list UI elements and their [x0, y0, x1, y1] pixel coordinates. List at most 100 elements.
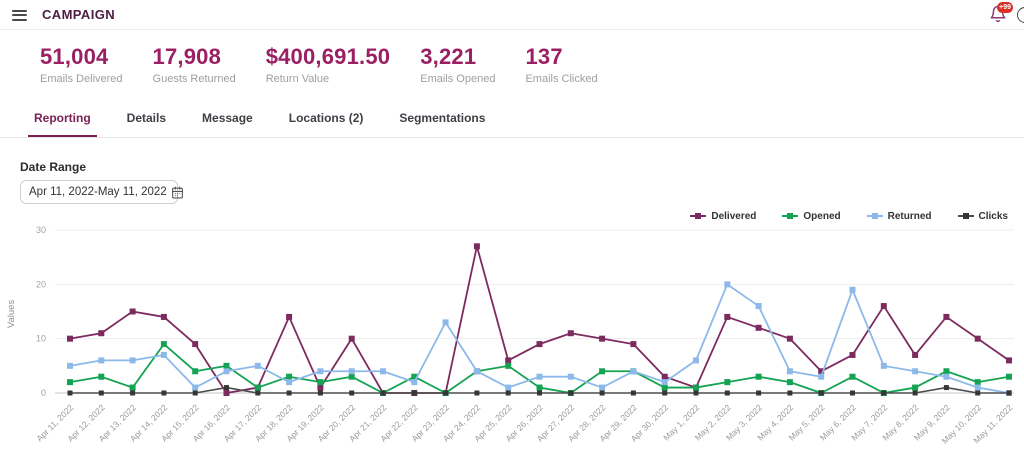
data-point-returned[interactable] [380, 368, 386, 375]
data-point-delivered[interactable] [630, 341, 637, 348]
data-point-opened[interactable] [192, 368, 199, 375]
data-point-returned[interactable] [880, 362, 887, 369]
data-point-returned[interactable] [943, 373, 950, 380]
data-point-delivered[interactable] [348, 335, 355, 342]
data-point-delivered[interactable] [473, 243, 480, 250]
data-point-clicks[interactable] [255, 390, 261, 396]
data-point-opened[interactable] [849, 373, 856, 380]
data-point-delivered[interactable] [599, 335, 606, 342]
data-point-opened[interactable] [536, 384, 543, 391]
data-point-opened[interactable] [755, 373, 762, 380]
data-point-clicks[interactable] [349, 390, 355, 396]
data-point-returned[interactable] [442, 319, 449, 326]
data-point-returned[interactable] [160, 351, 167, 358]
data-point-clicks[interactable] [787, 390, 793, 396]
data-point-delivered[interactable] [67, 335, 73, 342]
data-point-delivered[interactable] [974, 335, 981, 342]
data-point-clicks[interactable] [1006, 390, 1012, 396]
data-point-delivered[interactable] [724, 313, 731, 320]
data-point-delivered[interactable] [192, 341, 199, 348]
data-point-opened[interactable] [129, 384, 136, 391]
data-point-opened[interactable] [1006, 373, 1012, 380]
data-point-opened[interactable] [160, 341, 167, 348]
data-point-returned[interactable] [693, 357, 699, 364]
data-point-returned[interactable] [755, 303, 762, 310]
data-point-opened[interactable] [693, 384, 699, 391]
data-point-clicks[interactable] [317, 390, 323, 396]
data-point-returned[interactable] [254, 362, 261, 369]
data-point-returned[interactable] [630, 368, 637, 375]
data-point-opened[interactable] [599, 368, 606, 375]
data-point-clicks[interactable] [443, 390, 449, 396]
data-point-delivered[interactable] [880, 303, 887, 310]
data-point-returned[interactable] [505, 384, 512, 391]
data-point-delivered[interactable] [1006, 357, 1012, 364]
data-point-returned[interactable] [317, 368, 324, 375]
data-point-returned[interactable] [599, 384, 606, 391]
data-point-returned[interactable] [849, 286, 856, 293]
data-point-delivered[interactable] [755, 324, 762, 331]
data-point-delivered[interactable] [943, 313, 950, 320]
data-point-delivered[interactable] [505, 357, 512, 364]
data-point-opened[interactable] [98, 373, 105, 380]
data-point-returned[interactable] [536, 373, 543, 380]
data-point-delivered[interactable] [661, 373, 668, 380]
data-point-clicks[interactable] [599, 390, 605, 396]
data-point-clicks[interactable] [224, 385, 229, 391]
data-point-delivered[interactable] [912, 351, 919, 358]
data-point-delivered[interactable] [849, 351, 856, 358]
date-range-input[interactable]: Apr 11, 2022-May 11, 2022 [20, 180, 183, 204]
data-point-returned[interactable] [567, 373, 574, 380]
data-point-opened[interactable] [317, 379, 324, 386]
data-point-clicks[interactable] [161, 390, 167, 396]
data-point-returned[interactable] [192, 384, 199, 391]
data-point-clicks[interactable] [850, 390, 855, 396]
data-point-returned[interactable] [286, 379, 293, 386]
data-point-opened[interactable] [661, 384, 668, 391]
data-point-returned[interactable] [818, 373, 825, 380]
legend-item-opened[interactable]: Opened [782, 211, 841, 222]
data-point-opened[interactable] [724, 379, 731, 386]
menu-icon[interactable] [12, 7, 27, 23]
data-point-delivered[interactable] [317, 384, 324, 391]
data-point-opened[interactable] [943, 368, 950, 375]
data-point-delivered[interactable] [818, 368, 825, 375]
tab-message[interactable]: Message [202, 111, 253, 125]
data-point-returned[interactable] [786, 368, 793, 375]
data-point-delivered[interactable] [98, 330, 105, 337]
data-point-opened[interactable] [254, 384, 261, 391]
data-point-returned[interactable] [661, 379, 668, 386]
data-point-clicks[interactable] [474, 390, 480, 396]
data-point-clicks[interactable] [130, 390, 136, 396]
data-point-clicks[interactable] [286, 390, 292, 396]
data-point-opened[interactable] [974, 379, 981, 386]
data-point-returned[interactable] [724, 281, 731, 288]
data-point-clicks[interactable] [411, 390, 417, 396]
data-point-clicks[interactable] [192, 390, 198, 396]
data-point-opened[interactable] [411, 373, 418, 380]
data-point-clicks[interactable] [380, 390, 386, 396]
data-point-clicks[interactable] [975, 390, 981, 396]
data-point-clicks[interactable] [881, 390, 887, 396]
data-point-returned[interactable] [912, 368, 919, 375]
data-point-opened[interactable] [223, 362, 230, 369]
tab-locations[interactable]: Locations (2) [288, 111, 364, 125]
data-point-clicks[interactable] [568, 390, 574, 396]
data-point-opened[interactable] [505, 362, 512, 369]
data-point-delivered[interactable] [536, 341, 543, 348]
data-point-clicks[interactable] [756, 390, 762, 396]
data-point-returned[interactable] [67, 362, 73, 369]
data-point-opened[interactable] [67, 379, 73, 386]
data-point-delivered[interactable] [129, 308, 136, 315]
data-point-opened[interactable] [348, 373, 355, 380]
notifications-bell-icon[interactable]: +99 [989, 2, 1013, 25]
data-point-delivered[interactable] [223, 390, 230, 396]
data-point-returned[interactable] [473, 368, 480, 375]
data-point-delivered[interactable] [160, 313, 167, 320]
data-point-returned[interactable] [348, 368, 355, 375]
data-point-delivered[interactable] [786, 335, 793, 342]
legend-item-returned[interactable]: Returned [866, 211, 932, 222]
data-point-returned[interactable] [98, 357, 105, 364]
data-point-clicks[interactable] [818, 390, 824, 396]
data-point-clicks[interactable] [67, 390, 73, 396]
